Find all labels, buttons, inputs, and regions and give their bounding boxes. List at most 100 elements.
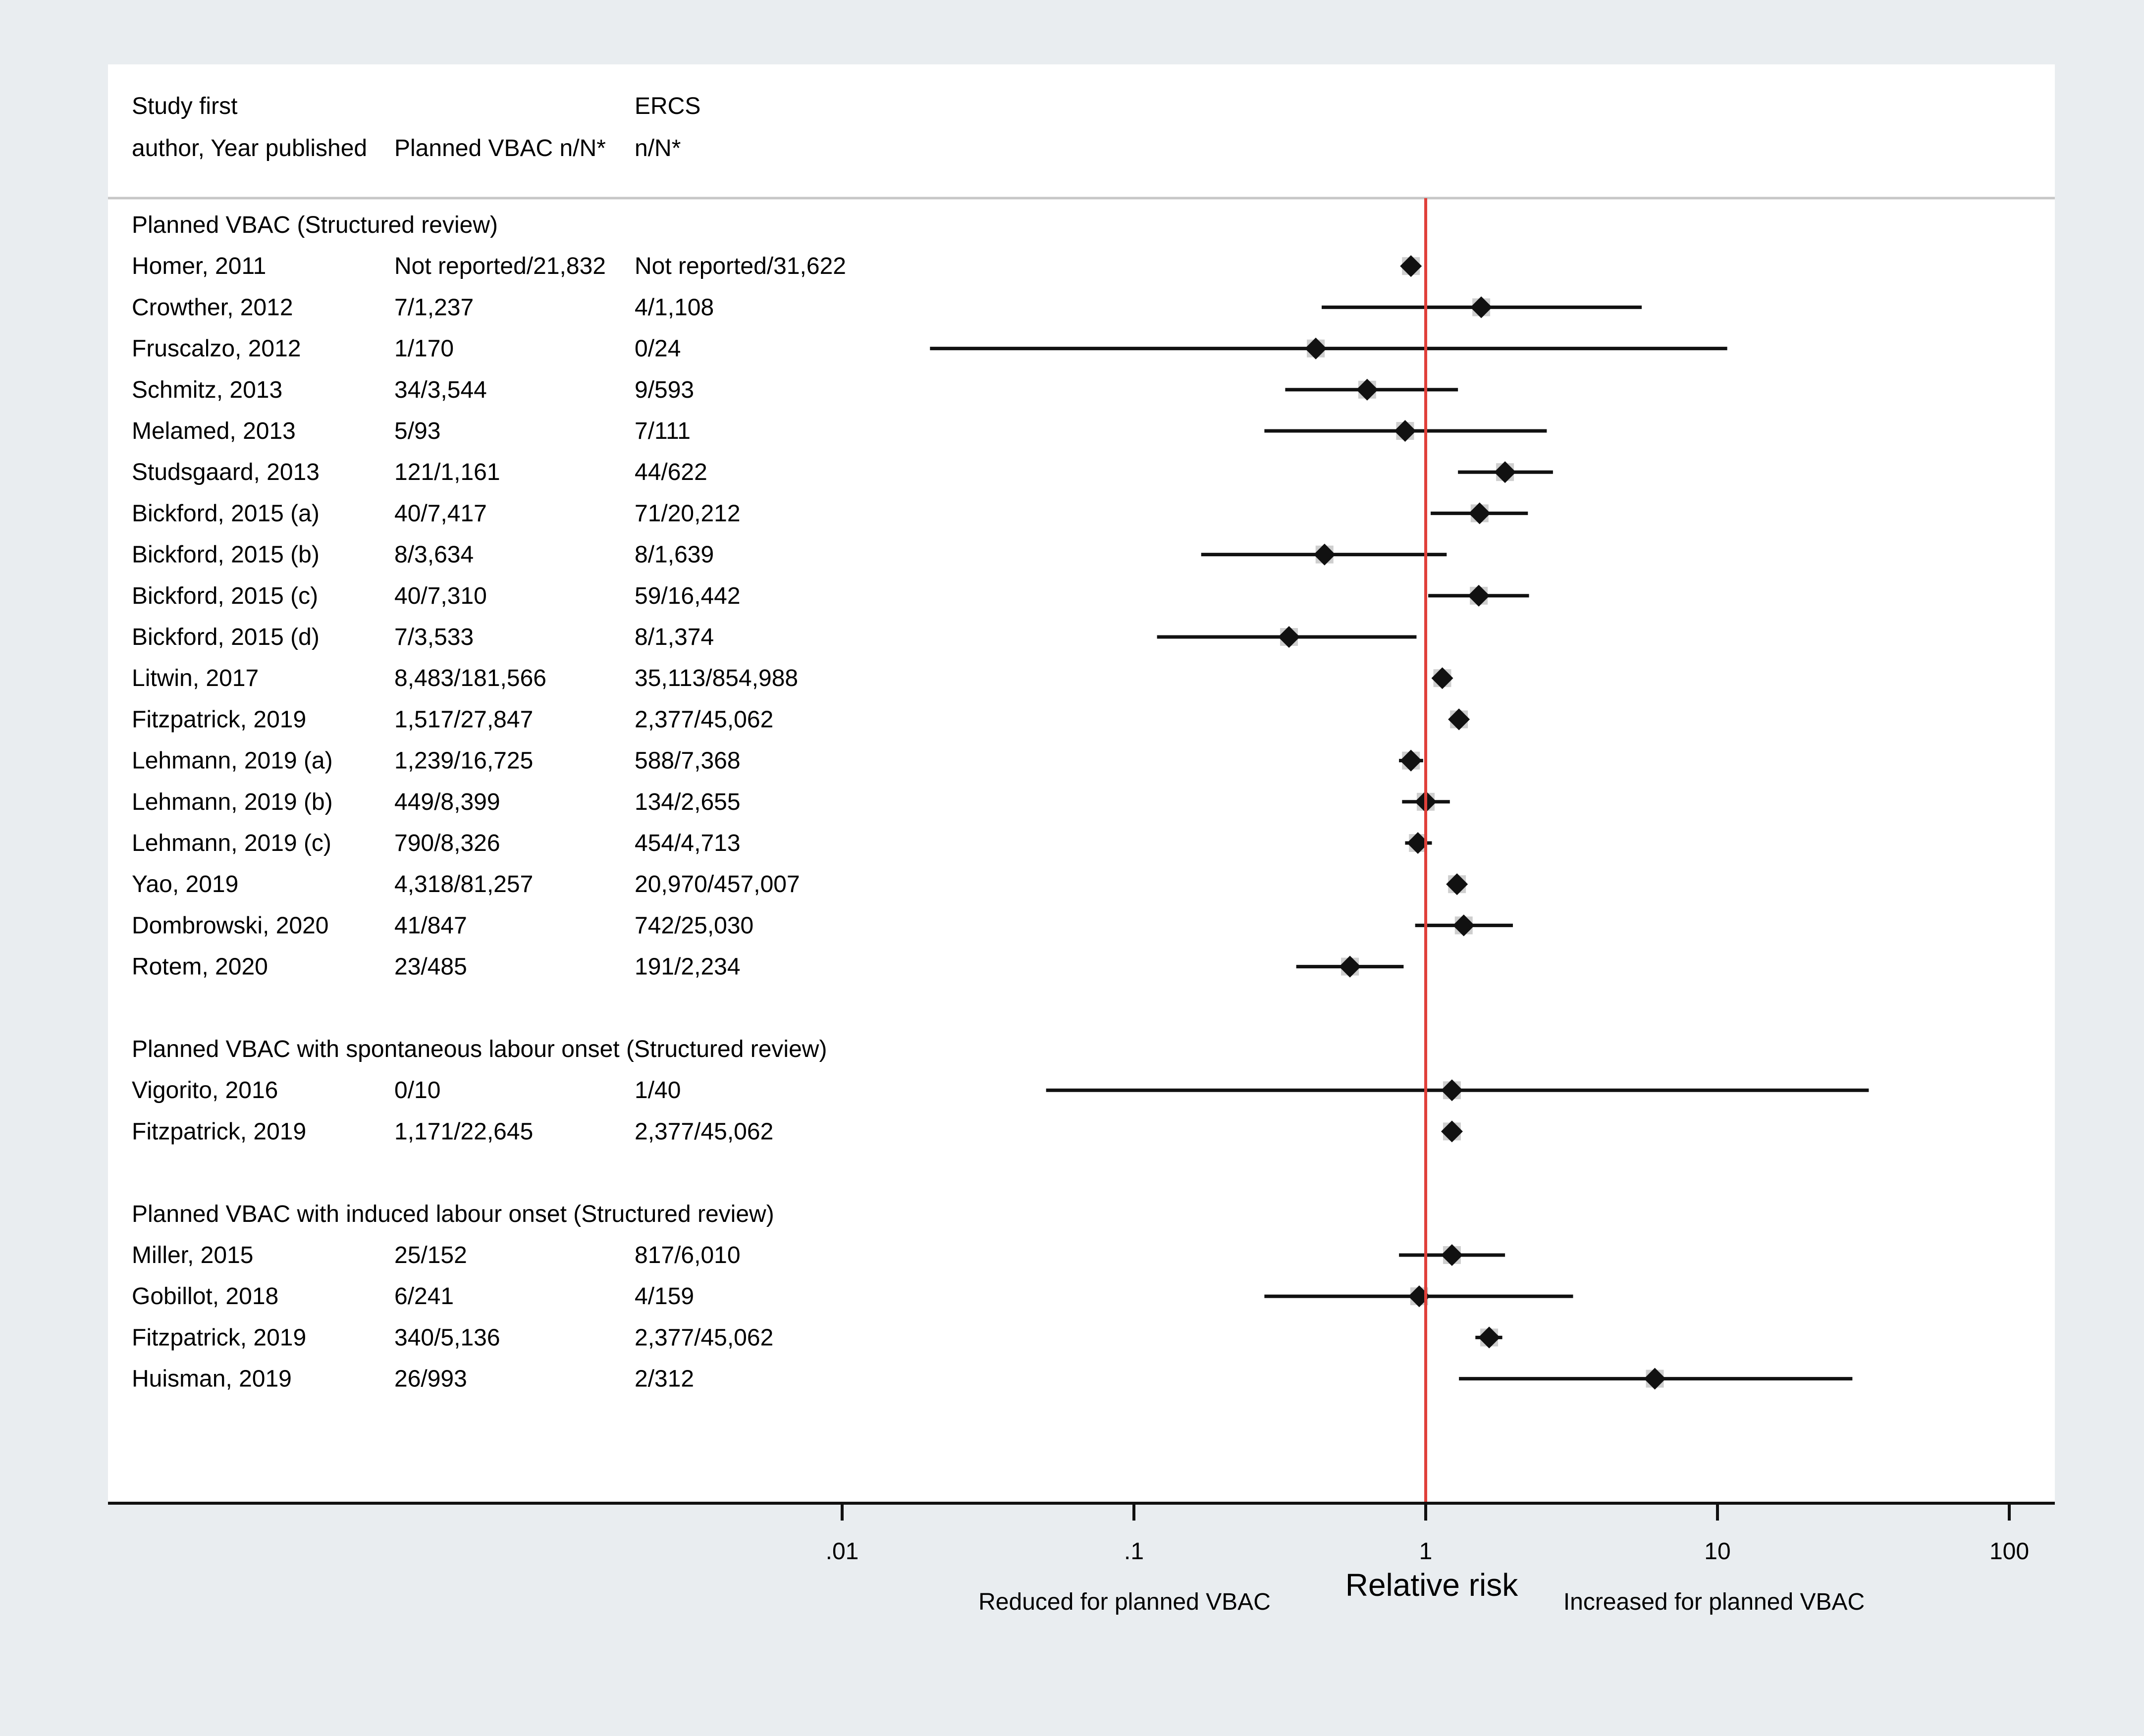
study-rows: Planned VBAC (Structured review) Homer, 2… <box>132 212 1869 1392</box>
x-axis-label: Relative risk <box>1345 1567 1519 1603</box>
ercs-count: 44/622 <box>635 459 707 485</box>
ercs-count: 59/16,442 <box>635 583 741 609</box>
point-estimate <box>1431 667 1453 689</box>
study-name: Homer, 2011 <box>132 253 266 279</box>
vbac-count: 1,517/27,847 <box>394 706 533 733</box>
point-estimate <box>1339 955 1361 978</box>
ercs-count: 8/1,639 <box>635 542 714 568</box>
study-name: Yao, 2019 <box>132 871 238 897</box>
x-axis-ticks: .01 .1 1 10 100 <box>826 1503 2029 1565</box>
point-estimate <box>1644 1368 1666 1390</box>
header-ercs-line1: ERCS <box>635 93 700 119</box>
study-name: Fitzpatrick, 2019 <box>132 1324 306 1351</box>
vbac-count: 23/485 <box>394 954 467 980</box>
study-name: Crowther, 2012 <box>132 294 293 320</box>
vbac-count: Not reported/21,832 <box>394 253 606 279</box>
ercs-count: 0/24 <box>635 336 681 362</box>
x-axis-right-note: Increased for planned VBAC <box>1563 1589 1865 1615</box>
vbac-count: 26/993 <box>394 1366 467 1392</box>
point-estimate <box>1468 502 1491 525</box>
vbac-count: 1,171/22,645 <box>394 1118 533 1145</box>
point-estimate <box>1468 584 1490 607</box>
study-name: Rotem, 2020 <box>132 954 268 980</box>
plot-panel <box>108 64 2055 1503</box>
study-name: Vigorito, 2016 <box>132 1077 278 1104</box>
ercs-count: 2/312 <box>635 1366 694 1392</box>
ercs-count: 4/159 <box>635 1283 694 1310</box>
vbac-count: 340/5,136 <box>394 1324 500 1351</box>
study-name: Lehmann, 2019 (c) <box>132 830 331 856</box>
point-estimate <box>1407 832 1429 854</box>
point-estimate <box>1478 1326 1501 1349</box>
ercs-count: 134/2,655 <box>635 789 741 815</box>
vbac-count: 40/7,417 <box>394 500 487 526</box>
ercs-count: 9/593 <box>635 377 694 403</box>
point-estimate <box>1448 708 1470 731</box>
group-title: Planned VBAC (Structured review) <box>132 212 498 238</box>
ercs-count: 8/1,374 <box>635 624 714 650</box>
group-title: Planned VBAC with spontaneous labour ons… <box>132 1036 827 1062</box>
vbac-count: 1/170 <box>394 336 454 362</box>
study-name: Melamed, 2013 <box>132 418 296 444</box>
ercs-count: Not reported/31,622 <box>635 253 846 279</box>
x-tick-label: .01 <box>826 1538 859 1565</box>
point-estimate <box>1494 461 1516 483</box>
point-estimate <box>1446 873 1468 895</box>
vbac-count: 449/8,399 <box>394 789 500 815</box>
study-name: Bickford, 2015 (a) <box>132 500 320 526</box>
point-estimate <box>1470 296 1493 318</box>
x-tick-label: 1 <box>1419 1538 1433 1565</box>
ercs-count: 2,377/45,062 <box>635 1118 773 1145</box>
ercs-count: 742/25,030 <box>635 912 753 939</box>
vbac-count: 0/10 <box>394 1077 440 1104</box>
group-title: Planned VBAC with induced labour onset (… <box>132 1201 774 1227</box>
ercs-count: 2,377/45,062 <box>635 706 773 733</box>
ercs-count: 4/1,108 <box>635 294 714 320</box>
vbac-count: 790/8,326 <box>394 830 500 856</box>
header-study-line2: author, Year published <box>132 135 367 161</box>
study-name: Schmitz, 2013 <box>132 377 282 403</box>
ercs-count: 7/111 <box>635 418 691 444</box>
study-name: Lehmann, 2019 (b) <box>132 789 333 815</box>
point-estimate <box>1400 749 1422 772</box>
study-name: Fruscalzo, 2012 <box>132 336 301 362</box>
point-estimate <box>1394 420 1416 442</box>
vbac-count: 6/241 <box>394 1283 454 1310</box>
vbac-count: 4,318/81,257 <box>394 871 533 897</box>
point-estimate <box>1441 1079 1463 1102</box>
study-name: Huisman, 2019 <box>132 1366 292 1392</box>
point-estimate <box>1441 1244 1463 1266</box>
x-axis-left-note: Reduced for planned VBAC <box>978 1589 1271 1615</box>
study-name: Bickford, 2015 (b) <box>132 542 320 568</box>
study-name: Fitzpatrick, 2019 <box>132 1118 306 1145</box>
vbac-count: 8/3,634 <box>394 542 474 568</box>
vbac-count: 5/93 <box>394 418 440 444</box>
study-name: Miller, 2015 <box>132 1242 253 1268</box>
study-name: Lehmann, 2019 (a) <box>132 748 333 774</box>
point-estimate <box>1452 914 1475 937</box>
study-name: Bickford, 2015 (c) <box>132 583 318 609</box>
study-name: Fitzpatrick, 2019 <box>132 706 306 733</box>
header-ercs-line2: n/N* <box>635 135 681 161</box>
ercs-count: 2,377/45,062 <box>635 1324 773 1351</box>
study-name: Gobillot, 2018 <box>132 1283 278 1310</box>
header-study-line1: Study first <box>132 93 237 119</box>
study-name: Studsgaard, 2013 <box>132 459 320 485</box>
x-tick-label: 100 <box>1989 1538 2029 1565</box>
x-tick-label: .1 <box>1124 1538 1144 1565</box>
point-estimate <box>1313 543 1336 566</box>
point-estimate <box>1400 255 1422 277</box>
ercs-count: 20,970/457,007 <box>635 871 800 897</box>
ercs-count: 454/4,713 <box>635 830 741 856</box>
point-estimate <box>1278 626 1300 648</box>
point-estimate <box>1356 378 1378 401</box>
point-estimate <box>1441 1120 1463 1143</box>
vbac-count: 7/3,533 <box>394 624 474 650</box>
vbac-count: 41/847 <box>394 912 467 939</box>
vbac-count: 25/152 <box>394 1242 467 1268</box>
study-name: Bickford, 2015 (d) <box>132 624 320 650</box>
vbac-count: 34/3,544 <box>394 377 487 403</box>
vbac-count: 121/1,161 <box>394 459 500 485</box>
